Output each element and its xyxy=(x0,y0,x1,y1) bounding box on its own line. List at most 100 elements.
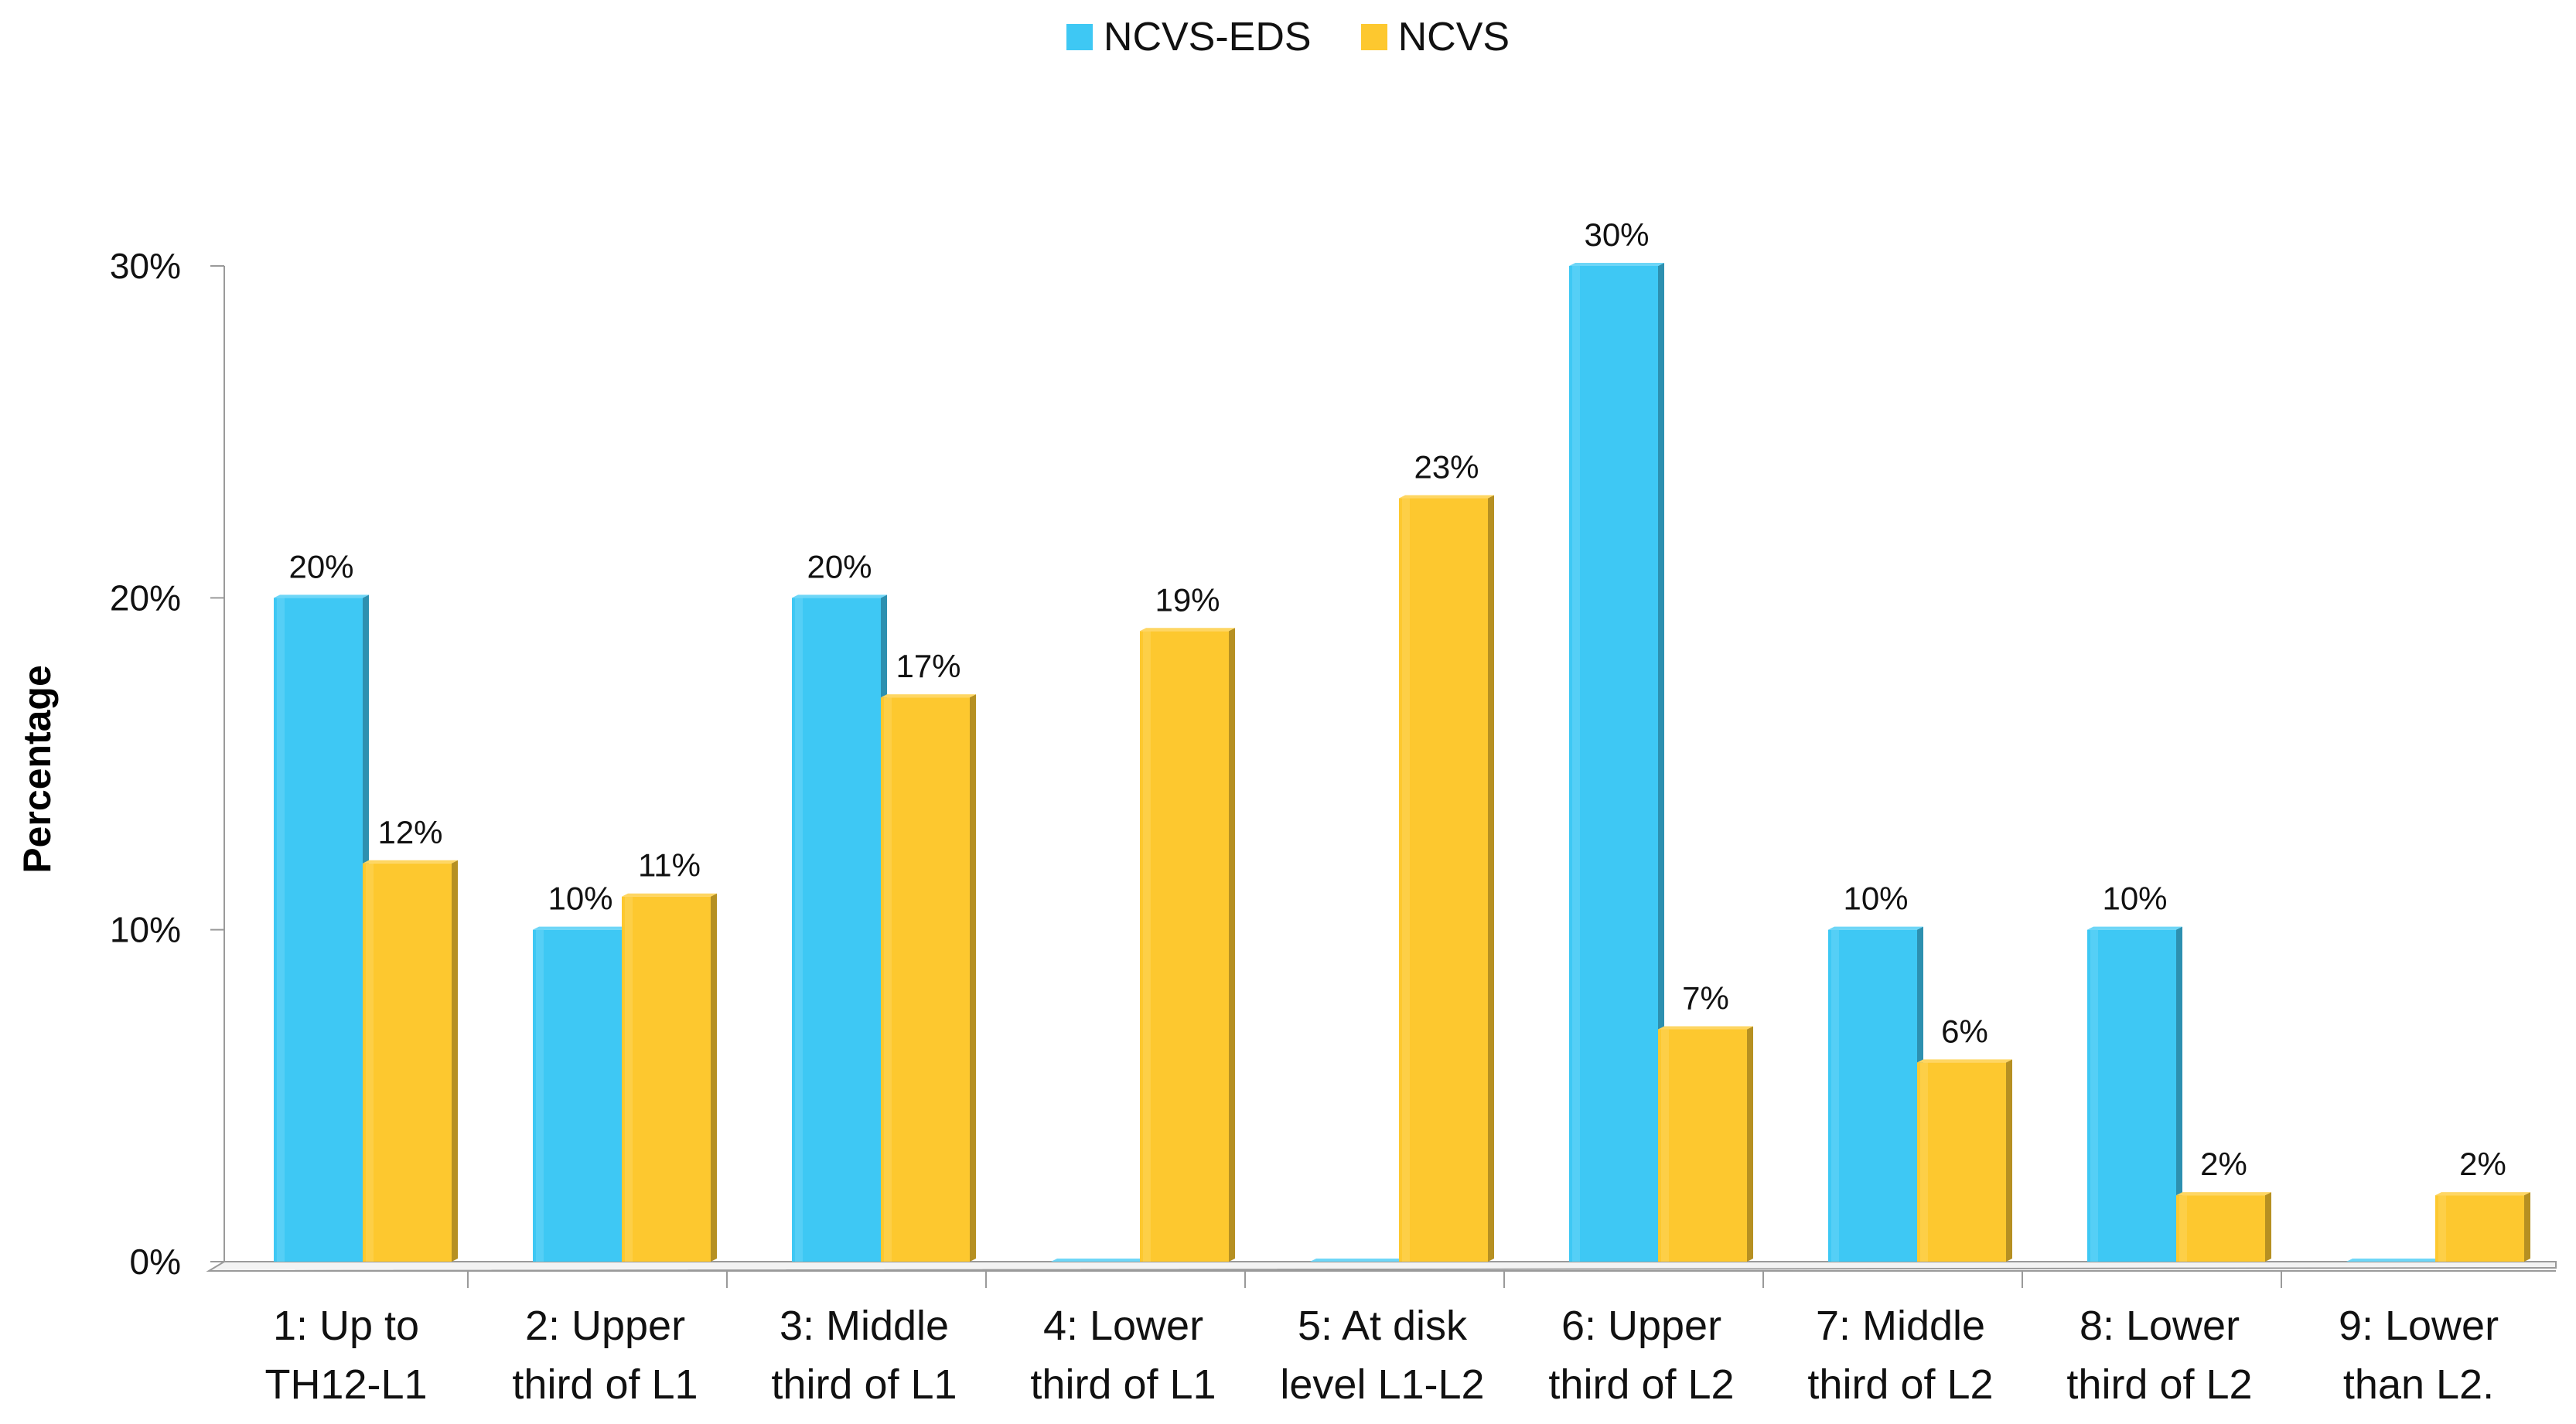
bar-highlight xyxy=(795,598,803,1262)
bar-side xyxy=(1229,628,1235,1262)
bar-top xyxy=(533,926,628,930)
bar-highlight xyxy=(884,697,892,1262)
x-tick-label: third of L1 xyxy=(1030,1361,1216,1408)
bar-ncvs-eds-7 xyxy=(1828,929,1917,1262)
bar-ncvs-7 xyxy=(1917,1062,2006,1262)
bar-top xyxy=(1917,1059,2012,1063)
data-label: 23% xyxy=(1414,449,1479,485)
bar-side xyxy=(2265,1192,2271,1262)
bar-top xyxy=(2435,1192,2530,1196)
bar-ncvs-eds-6 xyxy=(1569,266,1658,1262)
bar-side xyxy=(970,694,976,1262)
data-label: 19% xyxy=(1155,581,1220,618)
bar-ncvs-9 xyxy=(2435,1195,2524,1262)
bar-highlight xyxy=(1920,1062,1928,1262)
bar-ncvs-8 xyxy=(2176,1195,2265,1262)
bar-highlight xyxy=(1831,929,1839,1262)
bar-ncvs-6 xyxy=(1658,1029,1747,1262)
y-tick-label: 30% xyxy=(110,246,181,286)
x-tick-label: third of L2 xyxy=(1807,1361,1993,1408)
data-label: 17% xyxy=(896,648,960,684)
data-label: 30% xyxy=(1584,216,1649,253)
x-tick-label: third of L1 xyxy=(512,1361,698,1408)
bar-top xyxy=(1140,628,1235,632)
bar-ncvs-1 xyxy=(363,863,452,1262)
x-tick-label: third of L2 xyxy=(2066,1361,2252,1408)
bar-highlight xyxy=(1661,1029,1669,1262)
chart-floor xyxy=(206,1261,2557,1272)
bar-side xyxy=(1488,495,1494,1262)
bar-ncvs-eds-8 xyxy=(2087,929,2176,1262)
bar-ncvs-2 xyxy=(622,896,711,1262)
bar-ncvs-eds-2 xyxy=(533,929,622,1262)
bar-highlight xyxy=(625,896,633,1262)
bar-top xyxy=(1399,495,1494,499)
data-label: 11% xyxy=(638,847,701,884)
bar-highlight xyxy=(366,863,374,1262)
bar-side xyxy=(2176,926,2182,1262)
legend-swatch-ncvs xyxy=(1360,24,1387,50)
data-label: 20% xyxy=(807,548,872,584)
bar-top xyxy=(2176,1192,2271,1196)
bar-top xyxy=(1828,926,1923,930)
bar-highlight xyxy=(2438,1195,2446,1262)
bar-top xyxy=(274,594,369,598)
bar-top xyxy=(1569,263,1664,266)
bar-side xyxy=(1747,1026,1753,1262)
x-tick-label: 1: Up to xyxy=(273,1303,419,1349)
x-tick-label: third of L2 xyxy=(1548,1361,1734,1408)
bar-side xyxy=(711,893,717,1262)
bar-top xyxy=(1658,1026,1753,1030)
x-tick-label: 8: Lower xyxy=(2080,1303,2240,1349)
bar-highlight xyxy=(277,598,285,1262)
bar-top xyxy=(363,860,458,864)
bar-ncvs-eds-3 xyxy=(792,598,881,1262)
bar-ncvs-3 xyxy=(881,697,970,1262)
y-tick-label: 20% xyxy=(110,577,181,618)
bar-top xyxy=(2087,926,2182,930)
x-tick-label: 6: Upper xyxy=(1561,1303,1721,1349)
x-tick-label: than L2. xyxy=(2343,1361,2494,1408)
bar-top xyxy=(1310,1259,1405,1262)
data-label: 12% xyxy=(377,814,442,850)
data-label: 2% xyxy=(2200,1146,2247,1182)
data-label: 6% xyxy=(1941,1013,1988,1049)
data-label: 20% xyxy=(288,548,353,584)
data-label: 2% xyxy=(2459,1146,2506,1182)
y-tick-label: 0% xyxy=(130,1242,181,1282)
bar-highlight xyxy=(536,929,544,1262)
bar-side xyxy=(1658,263,1664,1262)
legend-swatch-ncvs-eds xyxy=(1066,24,1093,50)
legend-label-ncvs: NCVS xyxy=(1397,15,1510,60)
bar-ncvs-4 xyxy=(1140,631,1229,1262)
bar-top xyxy=(881,694,976,698)
data-label: 10% xyxy=(2102,881,2167,917)
x-tick-label: third of L1 xyxy=(771,1361,957,1408)
x-tick-label: 4: Lower xyxy=(1043,1303,1203,1349)
bar-highlight xyxy=(2179,1195,2187,1262)
chart-legend: NCVS-EDS NCVS xyxy=(0,14,2576,60)
x-tick-label: 2: Upper xyxy=(525,1303,685,1349)
bar-highlight xyxy=(1143,631,1151,1262)
data-label: 10% xyxy=(548,881,612,917)
bar-side xyxy=(2524,1192,2530,1262)
x-tick-label: 7: Middle xyxy=(1816,1303,1985,1349)
bar-ncvs-5 xyxy=(1399,498,1488,1262)
legend-item-ncvs-eds: NCVS-EDS xyxy=(1066,14,1312,60)
bar-side xyxy=(2006,1059,2012,1262)
x-tick-label: 3: Middle xyxy=(780,1303,949,1349)
bar-highlight xyxy=(1572,266,1580,1262)
legend-label-ncvs-eds: NCVS-EDS xyxy=(1103,15,1312,60)
bar-highlight xyxy=(2090,929,2098,1262)
bar-top xyxy=(622,893,717,897)
bar-top xyxy=(2346,1259,2441,1262)
y-tick-label: 10% xyxy=(110,910,181,950)
x-tick-label: 9: Lower xyxy=(2339,1303,2499,1349)
bar-side xyxy=(452,860,458,1262)
bar-top xyxy=(792,594,887,598)
x-tick-label: 5: At disk xyxy=(1298,1303,1468,1349)
data-label: 7% xyxy=(1682,979,1729,1016)
data-label: 10% xyxy=(1843,881,1908,917)
x-tick-label: level L1-L2 xyxy=(1280,1361,1484,1408)
